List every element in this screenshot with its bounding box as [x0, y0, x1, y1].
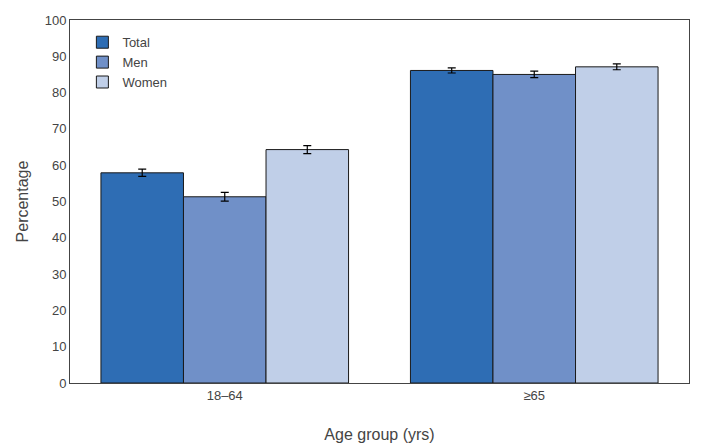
svg-text:70: 70 — [52, 121, 66, 136]
svg-text:50: 50 — [52, 194, 66, 209]
svg-text:18–64: 18–64 — [207, 388, 243, 403]
svg-text:20: 20 — [52, 303, 66, 318]
svg-text:10: 10 — [52, 339, 66, 354]
svg-text:Percentage: Percentage — [14, 160, 31, 242]
svg-text:Women: Women — [122, 75, 167, 90]
svg-text:0: 0 — [59, 376, 66, 391]
svg-text:Total: Total — [122, 35, 150, 50]
svg-text:≥65: ≥65 — [523, 388, 545, 403]
svg-text:80: 80 — [52, 85, 66, 100]
svg-text:40: 40 — [52, 230, 66, 245]
svg-text:90: 90 — [52, 49, 66, 64]
svg-text:100: 100 — [45, 13, 67, 28]
svg-text:60: 60 — [52, 158, 66, 173]
svg-text:Men: Men — [122, 55, 147, 70]
svg-text:30: 30 — [52, 267, 66, 282]
svg-text:Age group (yrs): Age group (yrs) — [324, 426, 434, 443]
